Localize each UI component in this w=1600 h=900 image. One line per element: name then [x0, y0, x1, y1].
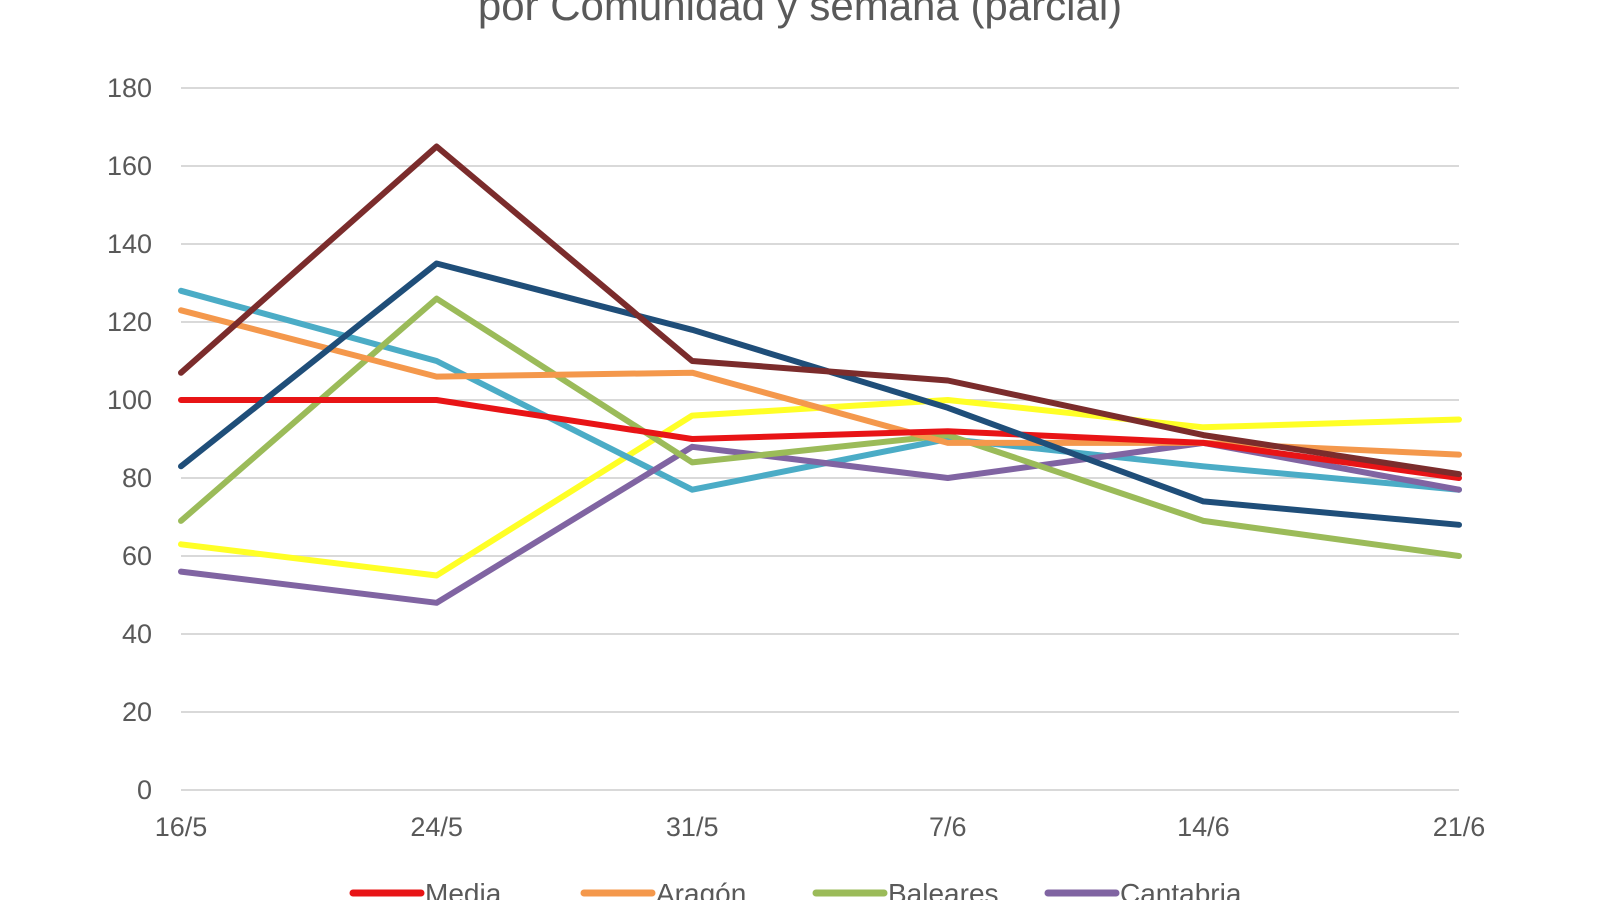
series-lines: [178, 143, 1462, 606]
y-axis-tick-labels: 0 20 40 60 80 100 120 140 160 180: [107, 73, 152, 805]
legend: Media Aragón Baleares Cantabria: [349, 878, 1242, 900]
x-tick-label: 31/5: [666, 812, 719, 842]
y-tick-label: 120: [107, 307, 152, 337]
x-tick-label: 21/6: [1433, 812, 1486, 842]
x-tick-label: 24/5: [410, 812, 463, 842]
y-tick-label: 180: [107, 73, 152, 103]
series-line-unnamed-4: [178, 397, 1462, 579]
y-tick-label: 40: [122, 619, 152, 649]
y-tick-label: 100: [107, 385, 152, 415]
chart-title: por Comunidad y semana (parcial): [477, 0, 1123, 29]
y-tick-label: 80: [122, 463, 152, 493]
y-tick-label: 0: [137, 775, 152, 805]
y-tick-label: 160: [107, 151, 152, 181]
gridlines: [181, 87, 1459, 791]
y-tick-label: 60: [122, 541, 152, 571]
legend-label: Baleares: [888, 878, 999, 900]
series-line-media: [178, 397, 1462, 481]
series-line-unnamed-6: [178, 260, 1462, 528]
x-tick-label: 16/5: [155, 812, 208, 842]
legend-label: Cantabria: [1120, 878, 1242, 900]
x-axis-tick-labels: 16/5 24/5 31/5 7/6 14/6 21/6: [155, 812, 1486, 842]
series-line-baleares: [178, 295, 1462, 559]
series-line-unnamed-7: [178, 143, 1462, 478]
series-line-arag-n: [178, 307, 1462, 458]
x-tick-label: 7/6: [929, 812, 967, 842]
legend-label: Aragón: [656, 878, 746, 900]
x-tick-label: 14/6: [1177, 812, 1230, 842]
legend-label: Media: [425, 878, 502, 900]
y-tick-label: 140: [107, 229, 152, 259]
y-tick-label: 20: [122, 697, 152, 727]
